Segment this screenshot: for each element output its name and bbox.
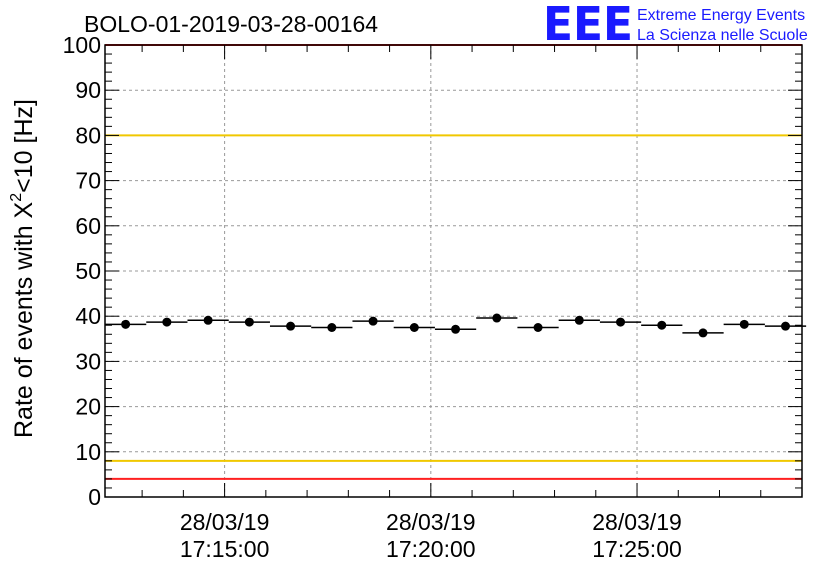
data-point: [739, 319, 749, 329]
y-tick-label: 0: [88, 484, 101, 510]
x-tick-date-label: 28/03/19: [592, 509, 682, 535]
data-point: [781, 321, 791, 331]
y-tick-label: 10: [75, 439, 101, 465]
reference-lines: [105, 44, 802, 480]
data-points: [105, 313, 807, 338]
grid: [105, 45, 802, 497]
y-tick-label: 20: [75, 394, 101, 420]
y-axis-title-suffix: <10 [Hz]: [10, 99, 38, 193]
x-tick-labels: 28/03/1917:15:0028/03/1917:20:0028/03/19…: [180, 509, 682, 562]
x-tick-date-label: 28/03/19: [386, 509, 476, 535]
chart-title: BOLO-01-2019-03-28-00164: [84, 11, 378, 37]
logo-line1: Extreme Energy Events: [637, 7, 805, 24]
y-axis-title: Rate of events with X2<10 [Hz]: [8, 99, 38, 438]
y-tick-label: 30: [75, 348, 101, 374]
data-point: [451, 324, 461, 334]
y-tick-labels: 0 10 20 30 40 50 60 70 80 90 100: [63, 32, 101, 510]
data-point: [657, 320, 667, 330]
data-point: [121, 319, 131, 329]
y-tick-label: 100: [63, 32, 101, 58]
data-point: [203, 315, 213, 325]
y-tick-label: 80: [75, 122, 101, 148]
y-tick-label: 50: [75, 258, 101, 284]
data-point: [616, 317, 626, 327]
data-point: [574, 315, 584, 325]
data-point: [698, 328, 708, 338]
x-tick-time-label: 17:20:00: [386, 536, 476, 562]
y-tick-label: 90: [75, 77, 101, 103]
y-axis-title-prefix: Rate of events with X: [10, 201, 38, 438]
y-axis-title-sup: 2: [8, 193, 25, 202]
data-point: [286, 321, 296, 331]
data-point: [409, 323, 419, 332]
x-tick-time-label: 17:15:00: [180, 536, 270, 562]
data-point: [533, 323, 543, 332]
logo-letters: EEE: [543, 0, 633, 51]
axis-ticks: [105, 44, 803, 498]
data-point: [368, 316, 378, 326]
y-tick-label: 70: [75, 168, 101, 194]
eee-logo: EEE Extreme Energy Events La Scienza nel…: [543, 0, 808, 51]
data-point: [244, 317, 254, 327]
x-tick-date-label: 28/03/19: [180, 509, 270, 535]
y-tick-label: 60: [75, 213, 101, 239]
data-point: [327, 323, 337, 332]
data-point: [492, 313, 502, 323]
y-tick-label: 40: [75, 303, 101, 329]
x-tick-time-label: 17:25:00: [592, 536, 682, 562]
data-point: [162, 317, 172, 327]
logo-line2: La Scienza nelle Scuole: [637, 27, 808, 44]
